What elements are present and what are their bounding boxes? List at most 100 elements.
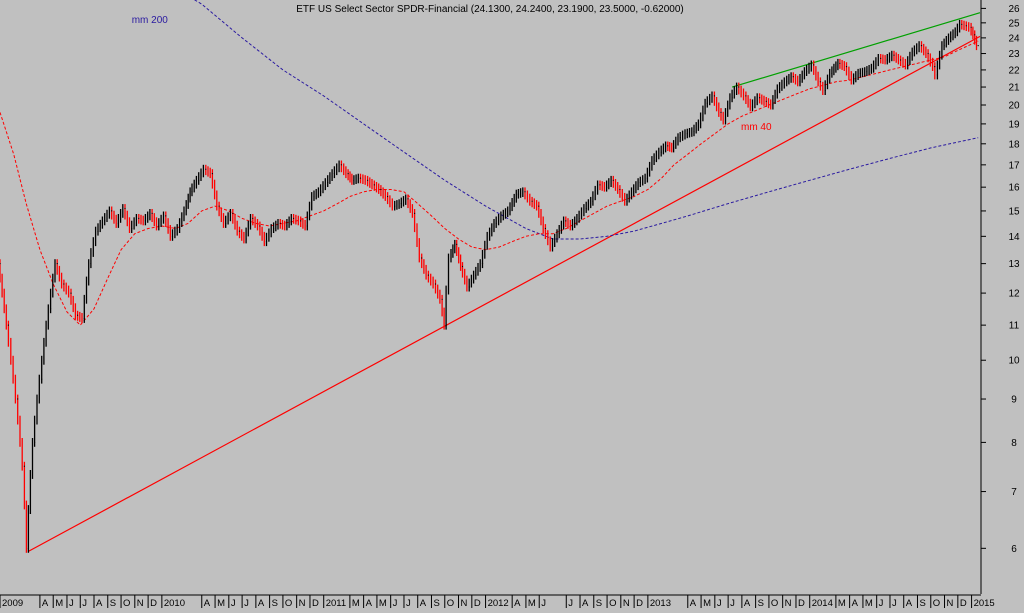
y-tick-label: 22: [1008, 65, 1020, 76]
price-point: [667, 145, 669, 147]
price-point: [400, 203, 402, 205]
mm200-line: [193, 0, 979, 240]
price-point: [859, 72, 861, 74]
chart-title: ETF US Select Sector SPDR-Financial (24.…: [296, 4, 683, 15]
price-point: [117, 222, 119, 224]
price-point: [34, 441, 36, 443]
x-tick-label: N: [623, 598, 630, 608]
price-point: [300, 220, 302, 222]
y-tick-label: 8: [1011, 438, 1017, 449]
price-point: [544, 227, 547, 230]
mm40-line: [0, 40, 979, 326]
price-point: [211, 173, 213, 175]
y-tick-label: 10: [1008, 356, 1020, 367]
x-tick-label: J: [244, 598, 249, 608]
price-point: [56, 263, 58, 265]
price-point: [934, 66, 936, 68]
x-tick-label: 2013: [650, 598, 671, 608]
price-point: [853, 79, 855, 81]
price-point: [880, 57, 882, 60]
price-point: [961, 23, 963, 25]
price-point: [713, 95, 716, 97]
price-point: [558, 233, 560, 235]
price-point: [502, 215, 504, 217]
price-point: [970, 26, 972, 28]
y-axis: 6 7 8 9 10 11 12 13 14 15 16 17 18 19 20 21 22 23 24 25 26: [980, 0, 1024, 594]
price-point: [340, 164, 342, 166]
price-point: [578, 217, 580, 219]
x-tick-label: M: [865, 598, 873, 608]
price-point: [293, 217, 295, 219]
x-tick-label: J: [69, 598, 74, 608]
price-point: [524, 191, 526, 193]
y-tick-label: 25: [1008, 18, 1020, 29]
price-point: [720, 111, 722, 113]
price-point: [252, 217, 254, 219]
price-point: [359, 177, 362, 179]
price-point: [77, 314, 79, 316]
x-tick-label: D: [312, 598, 319, 608]
x-tick-label: O: [933, 598, 940, 608]
x-tick-label: D: [636, 598, 643, 608]
x-tick-label: A: [852, 598, 859, 608]
price-point: [706, 102, 708, 104]
price-point: [450, 257, 452, 259]
x-tick-label: A: [204, 598, 211, 608]
price-point: [273, 227, 275, 230]
annotations: mm 200 mm 40: [132, 15, 772, 133]
price-point: [0, 263, 1, 265]
price-point: [218, 205, 220, 207]
price-point: [306, 225, 308, 227]
price-point: [434, 283, 437, 285]
price-point: [759, 97, 761, 99]
price-point: [700, 123, 702, 125]
price-point: [50, 308, 52, 310]
price-point: [531, 200, 533, 202]
price-point: [171, 235, 174, 237]
price-point: [950, 37, 952, 39]
x-tick-label: J: [406, 598, 411, 608]
price-point: [394, 205, 396, 207]
price-point: [839, 62, 841, 64]
price-point: [517, 193, 520, 195]
price-point: [633, 191, 635, 193]
x-tick-label: S: [596, 598, 602, 608]
price-point: [380, 188, 382, 191]
x-tick-label: 2015: [974, 598, 995, 608]
y-tick-label: 14: [1008, 232, 1020, 243]
price-point: [158, 225, 160, 227]
price-point: [456, 243, 458, 245]
price-point: [475, 274, 477, 276]
price-point: [427, 274, 429, 276]
x-tick-label: D: [150, 598, 157, 608]
x-tick-label: N: [137, 598, 144, 608]
price-point: [97, 230, 99, 232]
price-point: [731, 97, 733, 99]
x-tick-label: S: [433, 598, 439, 608]
x-tick-label: O: [285, 598, 292, 608]
x-tick-label: J: [730, 598, 735, 608]
price-point: [551, 246, 554, 248]
price-point: [333, 173, 335, 175]
price-point: [646, 177, 649, 179]
price-point: [686, 133, 688, 135]
price-point: [653, 159, 655, 162]
price-point: [845, 66, 848, 68]
y-tick-label: 21: [1008, 83, 1020, 94]
x-tick-label: 2012: [488, 598, 509, 608]
price-point: [232, 212, 234, 214]
price-point: [407, 198, 409, 200]
trendlines: [28, 12, 981, 552]
moving-averages: [0, 0, 979, 326]
price-point: [738, 86, 740, 88]
price-point: [131, 227, 133, 230]
x-tick-label: M: [217, 598, 225, 608]
x-tick-label: A: [366, 598, 373, 608]
y-tick-label: 24: [1008, 33, 1020, 44]
x-tick-label: O: [447, 598, 454, 608]
price-point: [367, 179, 369, 181]
y-tick-label: 9: [1011, 395, 1017, 406]
price-point: [7, 324, 9, 326]
price-point: [606, 186, 608, 188]
